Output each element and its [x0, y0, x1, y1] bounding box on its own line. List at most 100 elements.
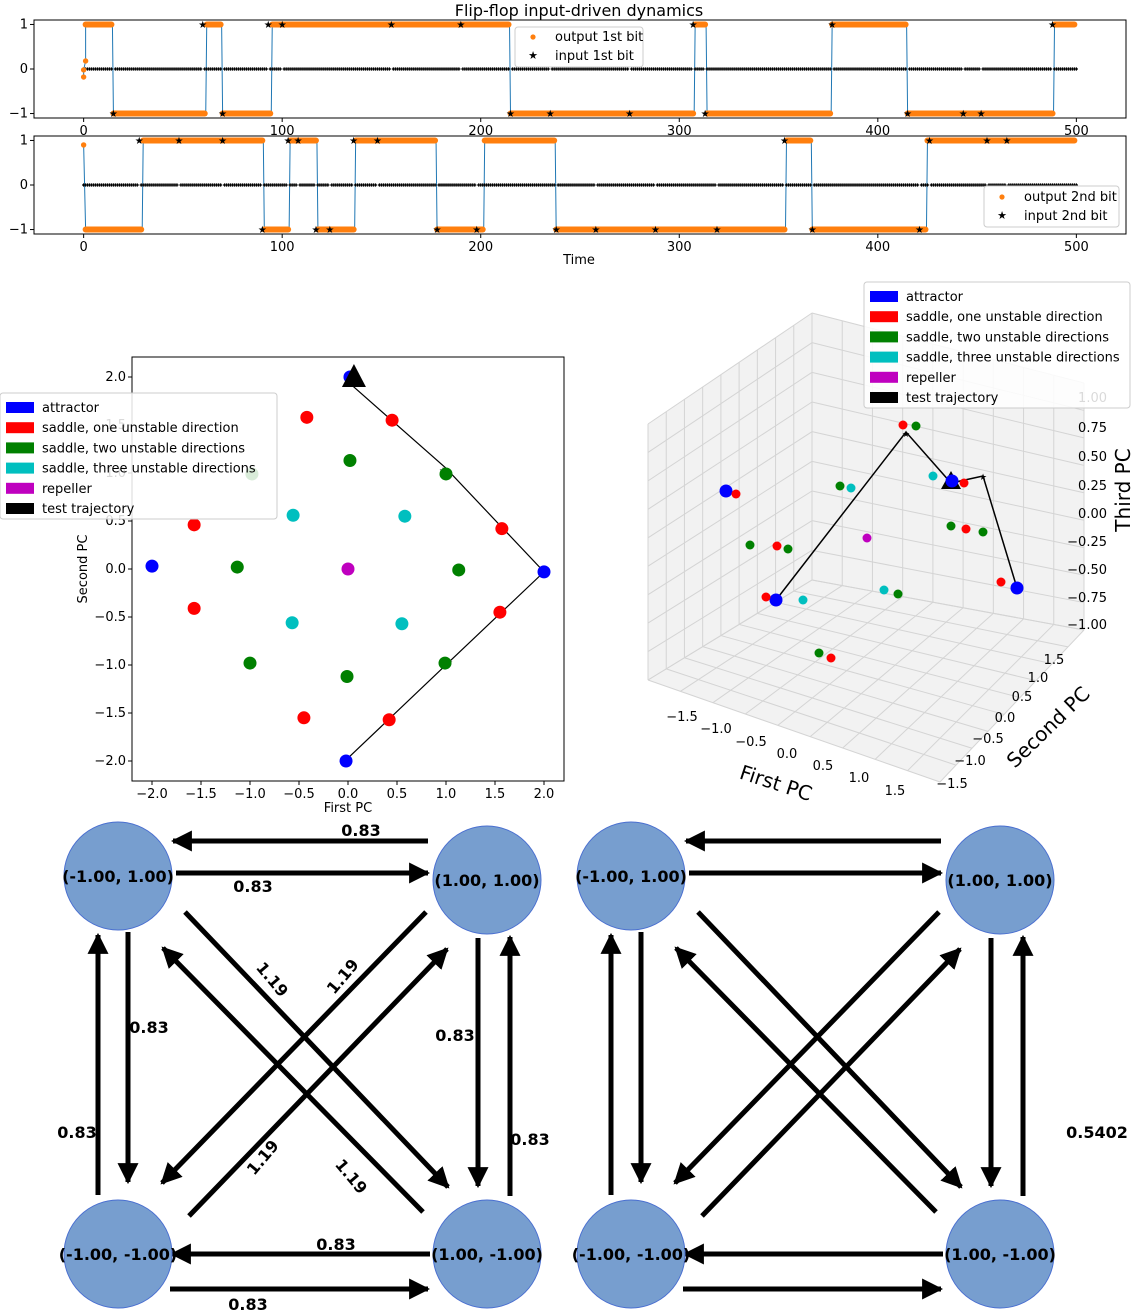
fixed-point-saddle2 [230, 560, 244, 574]
fixed-point-3d-saddle2 [978, 527, 988, 537]
pca-2d-plot: −2.0−1.5−1.0−0.50.00.51.01.52.02.01.51.0… [0, 356, 565, 816]
edge-diag-tr-to-bl [160, 910, 428, 1185]
y-tick-label: −1.5 [94, 706, 126, 721]
y-tick-label: −1 [9, 223, 28, 238]
edge-label-bottom-r-to-l: 0.83 [316, 1235, 355, 1254]
legend-swatch-repeller [6, 482, 34, 494]
fixed-point-3d-attractor [719, 484, 733, 498]
y-tick-label: 0 [20, 178, 28, 193]
input-pulse: ★ [506, 109, 515, 120]
input-pulse: ★ [294, 136, 303, 147]
legend-label-repeller: repeller [906, 371, 957, 386]
x-tick-label: 500 [1064, 124, 1089, 139]
y3d-tick-label: −1.0 [954, 754, 986, 769]
x-tick-label: 200 [468, 240, 493, 255]
input-pulse: ★ [218, 136, 227, 147]
input-pulse: ★ [828, 20, 837, 31]
state-node [432, 1199, 542, 1309]
x-tick-label: 100 [270, 124, 295, 139]
z3d-tick-label: 0.75 [1078, 421, 1107, 436]
x-tick-label: 200 [468, 124, 493, 139]
y-tick-label: −0.5 [94, 610, 126, 625]
output-dot [80, 142, 87, 148]
legend-label-repeller: repeller [42, 482, 93, 497]
x-tick-label: 1.0 [436, 787, 457, 802]
state-node [63, 821, 173, 931]
z3d-tick-label: −1.00 [1067, 618, 1107, 633]
fixed-point-3d-attractor [769, 593, 783, 607]
ticks-3d: −1.5−1.0−0.50.00.51.01.5 −1.5−1.0−0.50.00… [666, 391, 1107, 799]
state-node-label: (-1.00, -1.00) [59, 1245, 178, 1264]
x3d-tick-label: 0.5 [813, 759, 834, 774]
y-axis-label-second-pc: Second PC [76, 535, 91, 604]
state-node-label: (-1.00, 1.00) [575, 867, 687, 886]
fixed-point-saddle2 [452, 563, 466, 577]
ts2-data: ★ ★ ★★★ ★★ ★★ ★★ ★ ★ ★ ★ ★★★ ★★ ★ ★ [80, 136, 1078, 236]
legend-marker-input-1: ★ [528, 49, 538, 62]
x3d-tick-label: −1.0 [700, 722, 732, 737]
input-pulse: ★ [433, 225, 442, 236]
input-pulse: ★ [284, 136, 293, 147]
fixed-point-saddle3 [398, 509, 412, 523]
input-pulse: ★ [135, 136, 144, 147]
y3d-tick-label: −0.5 [972, 732, 1004, 747]
state-node-label: (-1.00, -1.00) [572, 1245, 691, 1264]
input-pulse: ★ [387, 20, 396, 31]
trajectory-line [347, 381, 545, 759]
fixed-point-3d-saddle2 [946, 521, 956, 531]
svg-text:★: ★ [979, 473, 987, 483]
state-node-label: (1.00, -1.00) [431, 1245, 543, 1264]
input-pulse: ★ [456, 20, 465, 31]
legend-swatch-attractor [870, 291, 898, 302]
input-pulse: ★ [218, 109, 227, 120]
legend-swatch-trajectory [870, 392, 898, 403]
x-tick-label: −0.5 [283, 787, 315, 802]
ts2-legend: output 2nd bit ★ input 2nd bit [983, 185, 1120, 228]
edge-label-diag-b: 1.19 [323, 955, 363, 997]
legend-label-attractor: attractor [42, 401, 100, 416]
x-axis-label-time: Time [562, 253, 595, 268]
x-tick-label: 500 [1064, 240, 1089, 255]
state-node [63, 1199, 173, 1309]
legend-swatch-attractor [6, 402, 34, 413]
y-tick-label: 0.0 [105, 562, 126, 577]
fixed-point-3d-saddle3 [928, 471, 938, 481]
state-node [945, 825, 1055, 935]
edge-diag-bl-to-tr [700, 947, 962, 1218]
z-axis-label-3d: Third PC [1111, 448, 1135, 532]
input-pulse: ★ [780, 136, 789, 147]
input-pulse: ★ [1002, 136, 1011, 147]
x-tick-label: 300 [667, 124, 692, 139]
fixed-point-3d-saddle3 [798, 595, 808, 605]
edge-diag-tl-to-br [696, 910, 963, 1189]
legend-marker-output-1 [530, 34, 536, 40]
input-pulse: ★ [959, 109, 968, 120]
x-tick-label: −2.0 [136, 787, 168, 802]
input-baseline-markers [82, 67, 1078, 71]
fixed-point-attractor [145, 559, 159, 573]
input-pulse: ★ [278, 20, 287, 31]
legend-marker-output-2 [999, 194, 1005, 200]
fixed-point-saddle2 [439, 467, 453, 481]
fixed-point-saddle1 [495, 522, 509, 536]
fixed-point-3d-saddle1 [731, 489, 741, 499]
state-node [432, 825, 542, 935]
state-node [576, 821, 686, 931]
edge-label-bottom-l-to-r: 0.83 [228, 1295, 267, 1314]
fixed-point-repeller [341, 562, 355, 576]
fixed-point-3d-saddle2 [745, 540, 755, 550]
fixed-point-attractor [339, 754, 353, 768]
edge-label-left-up: 0.5402 [1066, 1123, 1128, 1142]
edge-diag-tl-to-br [183, 910, 450, 1189]
input-baseline-markers [82, 183, 1078, 187]
legend-label-saddle2: saddle, two unstable directions [42, 441, 245, 456]
z3d-tick-label: 0.50 [1078, 450, 1107, 465]
input-pulse: ★ [109, 109, 118, 120]
y-tick-label: −1.0 [94, 658, 126, 673]
y3d-tick-label: 1.5 [1044, 653, 1065, 668]
x-tick-label: 0 [79, 240, 87, 255]
x-tick-label: 2.0 [534, 787, 555, 802]
input-pulse: ★ [311, 225, 320, 236]
test-trajectory: ★★★ [341, 381, 545, 765]
